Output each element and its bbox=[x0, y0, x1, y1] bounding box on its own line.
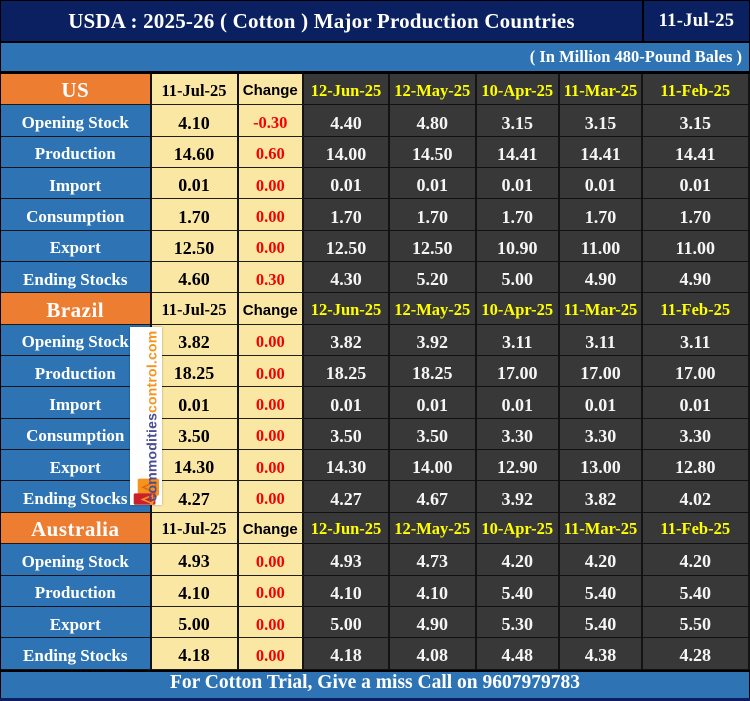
svg-text:commoditiescontrol.com: commoditiescontrol.com bbox=[144, 331, 160, 502]
